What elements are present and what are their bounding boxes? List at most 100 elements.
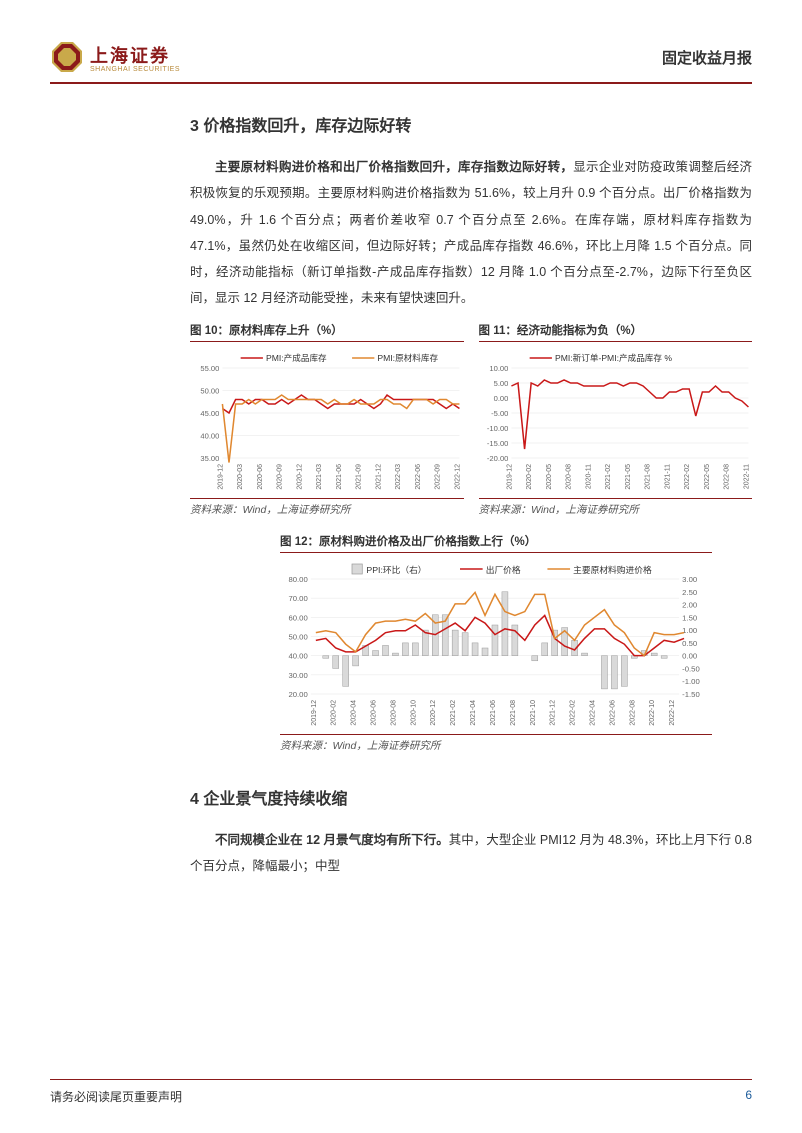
svg-text:2022-05: 2022-05 — [703, 463, 710, 489]
svg-text:2022-02: 2022-02 — [569, 699, 577, 725]
svg-text:2020-02: 2020-02 — [526, 463, 533, 489]
chart-10-source: 资料来源：Wind，上海证券研究所 — [190, 498, 464, 517]
svg-text:2022-04: 2022-04 — [588, 699, 596, 725]
svg-text:2020-10: 2020-10 — [409, 699, 417, 725]
svg-text:PMI:原材料库存: PMI:原材料库存 — [377, 352, 438, 363]
svg-text:-10.00: -10.00 — [486, 424, 507, 433]
svg-text:2020-06: 2020-06 — [369, 699, 377, 725]
chart-12-source: 资料来源：Wind，上海证券研究所 — [280, 734, 712, 753]
svg-text:PPI:环比（右）: PPI:环比（右） — [366, 564, 426, 575]
svg-text:40.00: 40.00 — [200, 431, 219, 440]
brand-name: 上海证券 — [90, 42, 180, 68]
svg-text:2022-03: 2022-03 — [395, 463, 402, 489]
svg-text:2020-02: 2020-02 — [330, 699, 338, 725]
svg-text:2022-11: 2022-11 — [743, 463, 750, 488]
svg-text:2019-12: 2019-12 — [310, 699, 318, 725]
charts-row-10-11: 图 10：原材料库存上升（%） PMI:产成品库存PMI:原材料库存35.004… — [50, 322, 752, 517]
svg-text:出厂价格: 出厂价格 — [486, 564, 521, 575]
svg-text:2022-10: 2022-10 — [648, 699, 656, 725]
svg-text:0.00: 0.00 — [682, 651, 697, 660]
svg-text:2022-12: 2022-12 — [454, 463, 461, 489]
svg-text:80.00: 80.00 — [288, 575, 307, 584]
svg-text:2022-02: 2022-02 — [684, 463, 691, 489]
svg-text:2021-12: 2021-12 — [375, 463, 382, 489]
svg-text:20.00: 20.00 — [288, 690, 307, 699]
footer-disclaimer: 请务必阅读尾页重要声明 — [50, 1088, 182, 1105]
svg-text:2022-12: 2022-12 — [668, 699, 676, 725]
main-content: 3 价格指数回升，库存边际好转 主要原材料购进价格和出厂价格指数回升，库存指数边… — [50, 112, 752, 879]
svg-text:2020-08: 2020-08 — [389, 699, 397, 725]
svg-text:2020-08: 2020-08 — [565, 463, 572, 489]
svg-text:0.50: 0.50 — [682, 638, 697, 647]
section-3-heading: 3 价格指数回升，库存边际好转 — [190, 112, 752, 136]
svg-text:2021-11: 2021-11 — [664, 463, 671, 488]
chart-11-title: 图 11：经济动能指标为负（%） — [479, 322, 753, 342]
svg-text:2021-12: 2021-12 — [549, 699, 557, 725]
svg-text:-20.00: -20.00 — [486, 454, 507, 463]
svg-text:2021-02: 2021-02 — [449, 699, 457, 725]
svg-text:2021-04: 2021-04 — [469, 699, 477, 725]
brand-block: 上海证券 SHANGHAI SECURITIES — [50, 40, 180, 74]
svg-text:3.00: 3.00 — [682, 575, 697, 584]
svg-text:60.00: 60.00 — [288, 613, 307, 622]
svg-text:2022-06: 2022-06 — [608, 699, 616, 725]
svg-text:-1.00: -1.00 — [682, 677, 700, 686]
chart-10-title: 图 10：原材料库存上升（%） — [190, 322, 464, 342]
page-footer: 请务必阅读尾页重要声明 6 — [50, 1079, 752, 1105]
svg-text:2022-08: 2022-08 — [723, 463, 730, 489]
chart-12-title: 图 12：原材料购进价格及出厂价格指数上行（%） — [280, 533, 712, 553]
svg-text:2022-06: 2022-06 — [415, 463, 422, 489]
svg-text:2019-12: 2019-12 — [217, 463, 224, 489]
section-4-paragraph: 不同规模企业在 12 月景气度均有所下行。其中，大型企业 PMI12 月为 48… — [190, 827, 752, 880]
svg-text:50.00: 50.00 — [200, 386, 219, 395]
chart-11-area: PMI:新订单-PMI:产成品库存 % -20.00 -15.00 -10.00 -5.… — [479, 346, 753, 496]
svg-text:PMI:产成品库存: PMI:产成品库存 — [266, 352, 327, 363]
svg-text:2021-09: 2021-09 — [356, 463, 363, 489]
chart-11-block: 图 11：经济动能指标为负（%） PMI:新订单-PMI:产成品库存 % -20.… — [479, 322, 753, 517]
svg-text:55.00: 55.00 — [200, 364, 219, 373]
svg-text:2021-02: 2021-02 — [605, 463, 612, 489]
chart-12-area: PPI:环比（右）出厂价格主要原材料购进价格20.0030.0040.0050.… — [280, 557, 712, 732]
chart-12-block: 图 12：原材料购进价格及出厂价格指数上行（%） PPI:环比（右）出厂价格主要… — [50, 533, 752, 753]
logo-icon — [50, 40, 84, 74]
svg-text:2019-12: 2019-12 — [506, 463, 513, 489]
chart-11-source: 资料来源：Wind，上海证券研究所 — [479, 498, 753, 517]
page-number: 6 — [745, 1088, 752, 1105]
svg-text:45.00: 45.00 — [200, 409, 219, 418]
svg-text:2022-08: 2022-08 — [628, 699, 636, 725]
para4-bold: 不同规模企业在 12 月景气度均有所下行。 — [215, 833, 449, 847]
svg-text:-15.00: -15.00 — [486, 439, 507, 448]
section-3-paragraph: 主要原材料购进价格和出厂价格指数回升，库存指数边际好转，显示企业对防疫政策调整后… — [190, 154, 752, 312]
svg-text:50.00: 50.00 — [288, 632, 307, 641]
svg-text:5.00: 5.00 — [493, 379, 508, 388]
svg-text:2020-11: 2020-11 — [585, 463, 592, 488]
svg-text:2021-08: 2021-08 — [644, 463, 651, 489]
brand-subtitle: SHANGHAI SECURITIES — [90, 66, 180, 73]
report-type: 固定收益月报 — [662, 47, 752, 68]
svg-text:2021-08: 2021-08 — [509, 699, 517, 725]
svg-text:2.50: 2.50 — [682, 587, 697, 596]
svg-text:2020-12: 2020-12 — [429, 699, 437, 725]
para-bold: 主要原材料购进价格和出厂价格指数回升，库存指数边际好转， — [215, 160, 573, 174]
para-rest: 显示企业对防疫政策调整后经济积极恢复的乐观预期。主要原材料购进价格指数为 51.… — [190, 160, 752, 305]
page-header: 上海证券 SHANGHAI SECURITIES 固定收益月报 — [50, 40, 752, 84]
svg-text:2021-06: 2021-06 — [336, 463, 343, 489]
svg-text:2021-03: 2021-03 — [316, 463, 323, 489]
svg-text:1.00: 1.00 — [682, 626, 697, 635]
svg-text:2020-03: 2020-03 — [237, 463, 244, 489]
svg-text:0.00: 0.00 — [493, 394, 508, 403]
svg-text:-5.00: -5.00 — [491, 409, 508, 418]
svg-text:1.50: 1.50 — [682, 613, 697, 622]
svg-text:PMI:新订单-PMI:产成品库存 %: PMI:新订单-PMI:产成品库存 % — [554, 352, 671, 363]
svg-text:2020-12: 2020-12 — [296, 463, 303, 489]
svg-text:70.00: 70.00 — [288, 594, 307, 603]
svg-text:2020-04: 2020-04 — [350, 699, 358, 725]
svg-text:30.00: 30.00 — [288, 670, 307, 679]
svg-text:2022-09: 2022-09 — [435, 463, 442, 489]
svg-text:-1.50: -1.50 — [682, 690, 700, 699]
svg-text:2020-05: 2020-05 — [545, 463, 552, 489]
svg-text:2020-09: 2020-09 — [277, 463, 284, 489]
chart-10-block: 图 10：原材料库存上升（%） PMI:产成品库存PMI:原材料库存35.004… — [190, 322, 464, 517]
svg-text:10.00: 10.00 — [489, 364, 508, 373]
section-4-heading: 4 企业景气度持续收缩 — [190, 785, 752, 809]
